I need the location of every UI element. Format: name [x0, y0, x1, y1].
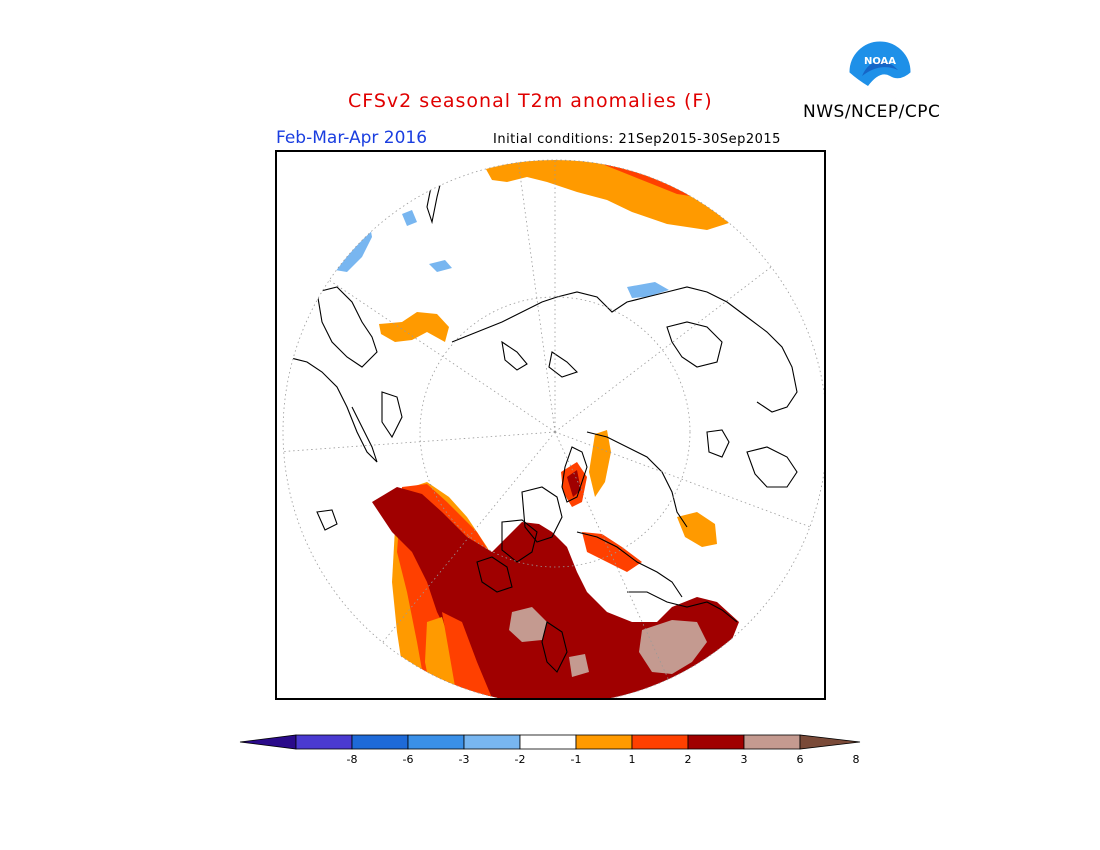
legend-tick-label: 2	[684, 753, 692, 766]
agency-label: NWS/NCEP/CPC	[803, 102, 941, 122]
legend-swatch	[407, 734, 465, 750]
logo-text: NOAA	[864, 56, 896, 67]
anomaly-region-pink-2	[639, 620, 707, 674]
legend-tick-label: 8	[852, 753, 860, 766]
anomaly-region-orange-east	[677, 512, 717, 547]
legend-arrow-right	[799, 734, 861, 750]
anomaly-region-cold-east	[627, 282, 669, 298]
anomaly-region-pink-1	[509, 607, 547, 642]
anomaly-region-cold-west	[332, 220, 372, 272]
legend-swatch	[687, 734, 745, 750]
legend-swatch	[519, 734, 577, 750]
anomaly-region-cold-small-1	[402, 210, 417, 226]
legend-swatch	[575, 734, 633, 750]
legend-swatch	[631, 734, 689, 750]
initial-conditions: Initial conditions: 21Sep2015-30Sep2015	[493, 132, 781, 147]
legend-tick-label: -8	[346, 753, 358, 766]
anomaly-region-orange-center	[379, 312, 449, 342]
anomaly-region-scandinavia-darkred	[567, 470, 581, 497]
legend-swatch	[743, 734, 801, 750]
anomaly-region-scandinavia-orange	[589, 430, 611, 497]
anomaly-region-pink-3	[569, 654, 589, 677]
coastlines	[286, 175, 798, 673]
legend-tick-label: 1	[628, 753, 636, 766]
polar-map	[282, 159, 824, 698]
legend-arrow-left	[239, 734, 297, 750]
legend-tick-label: 6	[796, 753, 804, 766]
legend-swatch	[351, 734, 409, 750]
color-legend	[239, 734, 861, 750]
legend-swatch	[463, 734, 521, 750]
anomaly-region-orange-north	[482, 160, 732, 230]
anomaly-region-red-east-band	[582, 532, 642, 572]
legend-tick-label: 3	[740, 753, 748, 766]
noaa-logo: NOAA	[848, 40, 912, 104]
legend-swatch	[295, 734, 353, 750]
legend-tick-label: -1	[570, 753, 582, 766]
legend-tick-label: -6	[402, 753, 414, 766]
legend-tick-label: -3	[458, 753, 470, 766]
anomaly-region-cold-small-2	[429, 260, 452, 272]
map-panel	[275, 150, 826, 700]
legend-tick-label: -2	[514, 753, 526, 766]
forecast-period: Feb-Mar-Apr 2016	[276, 128, 428, 148]
map-title: CFSv2 seasonal T2m anomalies (F)	[348, 90, 713, 112]
anomaly-region-red-south-strip	[442, 612, 492, 698]
